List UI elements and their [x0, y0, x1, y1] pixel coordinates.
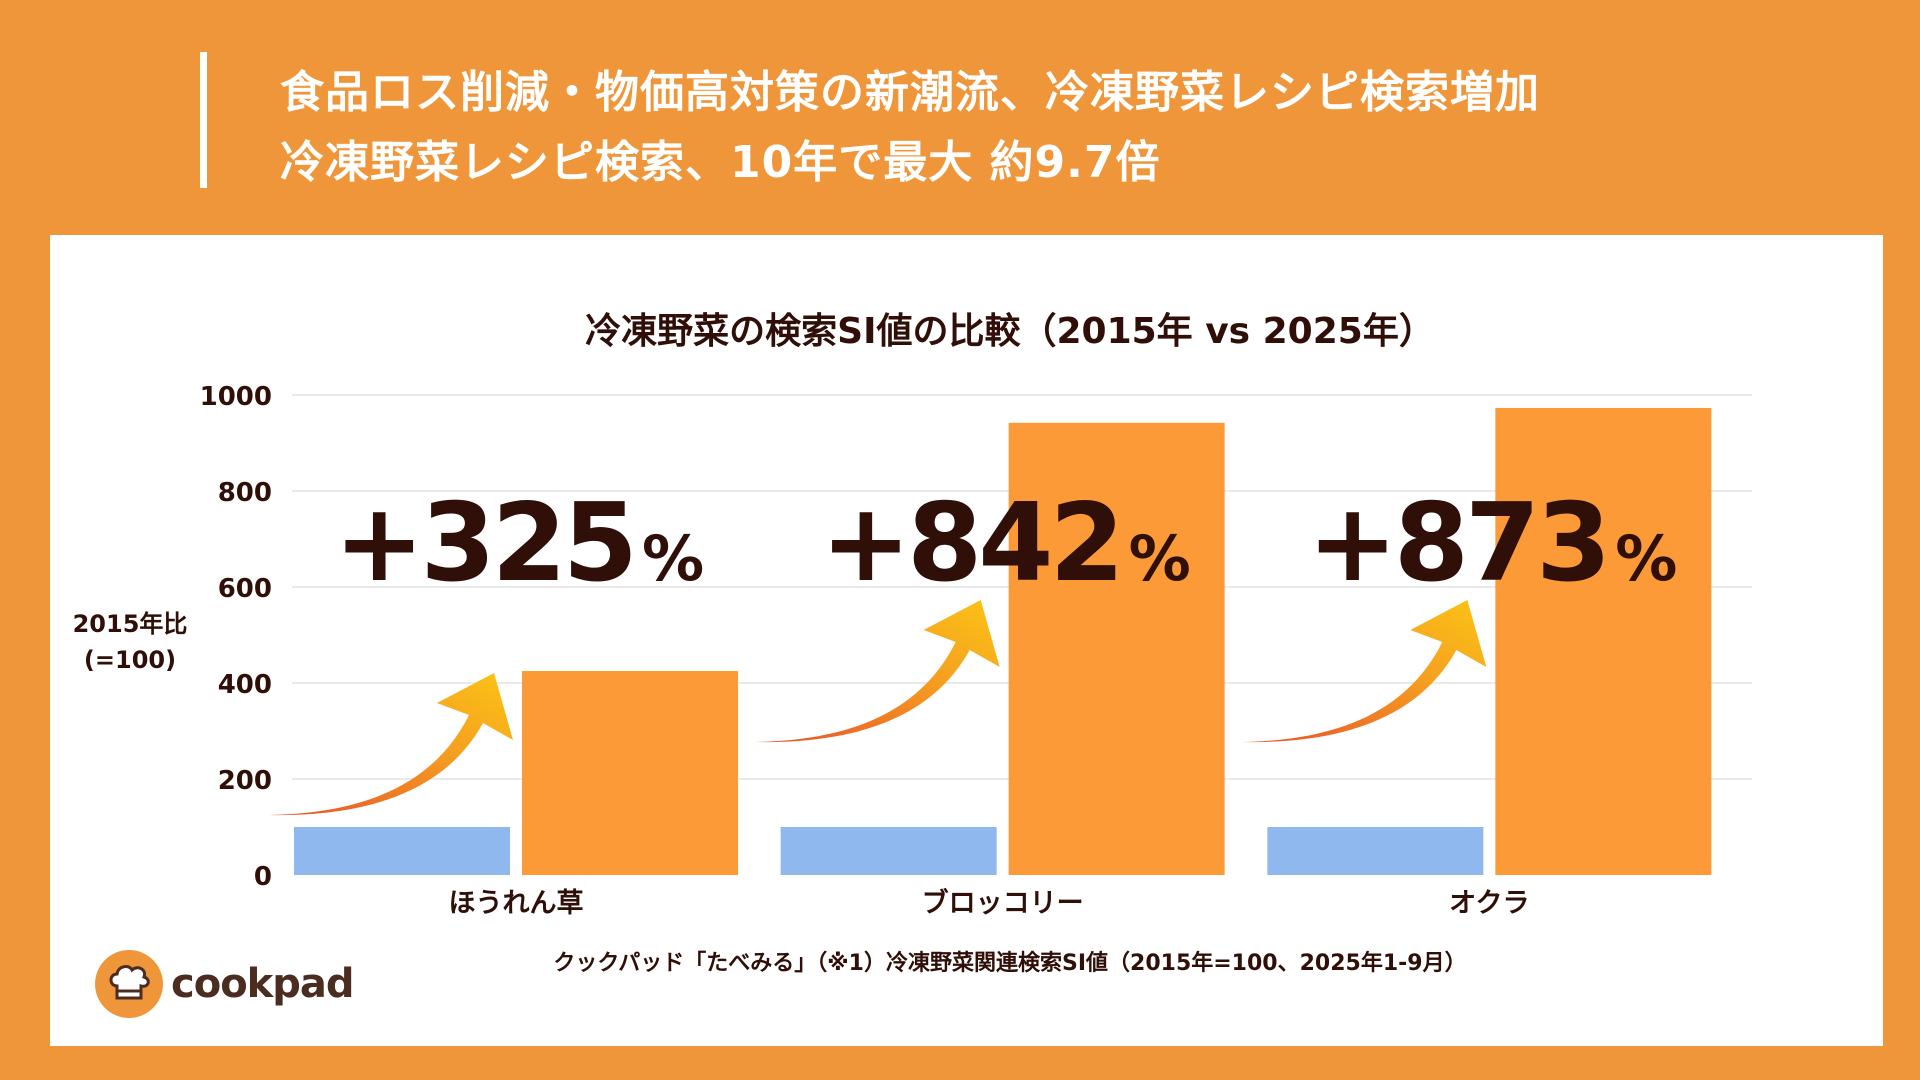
- bar-2025: [1008, 422, 1225, 875]
- y-tick-label: 0: [254, 862, 272, 892]
- bar-2015: [294, 827, 510, 875]
- bar-2025: [522, 671, 738, 875]
- logo-text: cookpad: [171, 961, 355, 1007]
- growth-percent-label: +842%: [821, 481, 1190, 606]
- growth-arrow-icon: [755, 600, 1000, 743]
- y-axis-label: 2015年比: [73, 610, 188, 638]
- source-note: クックパッド「たべみる」（※1）冷凍野菜関連検索SI値（2015年=100、20…: [553, 950, 1466, 976]
- x-tick-label: ほうれん草: [449, 888, 584, 919]
- header-accent-line: [200, 52, 207, 188]
- chart-title: 冷凍野菜の検索SI値の比較（2015年 vs 2025年）: [585, 311, 1435, 352]
- y-tick-label: 1000: [200, 382, 272, 412]
- y-tick-label: 800: [218, 478, 272, 508]
- bar-2025: [1495, 407, 1712, 875]
- headline: 食品ロス削減・物価高対策の新潮流、冷凍野菜レシピ検索増加: [280, 67, 1540, 118]
- growth-percent-label: +873%: [1307, 481, 1676, 606]
- bar-2015: [1267, 827, 1484, 875]
- y-tick-label: 200: [218, 766, 272, 796]
- subheadline: 冷凍野菜レシピ検索、10年で最大 約9.7倍: [280, 137, 1161, 188]
- growth-arrow-icon: [1242, 600, 1487, 743]
- y-tick-label: 600: [218, 574, 272, 604]
- cookpad-logo: cookpad: [95, 950, 355, 1018]
- x-tick-label: ブロッコリー: [922, 887, 1084, 919]
- x-tick-label: オクラ: [1449, 888, 1529, 919]
- bar-2015: [780, 827, 997, 875]
- y-axis-label-sub: (=100): [84, 646, 176, 674]
- growth-percent-label: +325%: [334, 481, 703, 606]
- y-tick-label: 400: [218, 670, 272, 700]
- growth-arrow-icon: [269, 673, 513, 816]
- chef-hat-icon: [95, 950, 163, 1018]
